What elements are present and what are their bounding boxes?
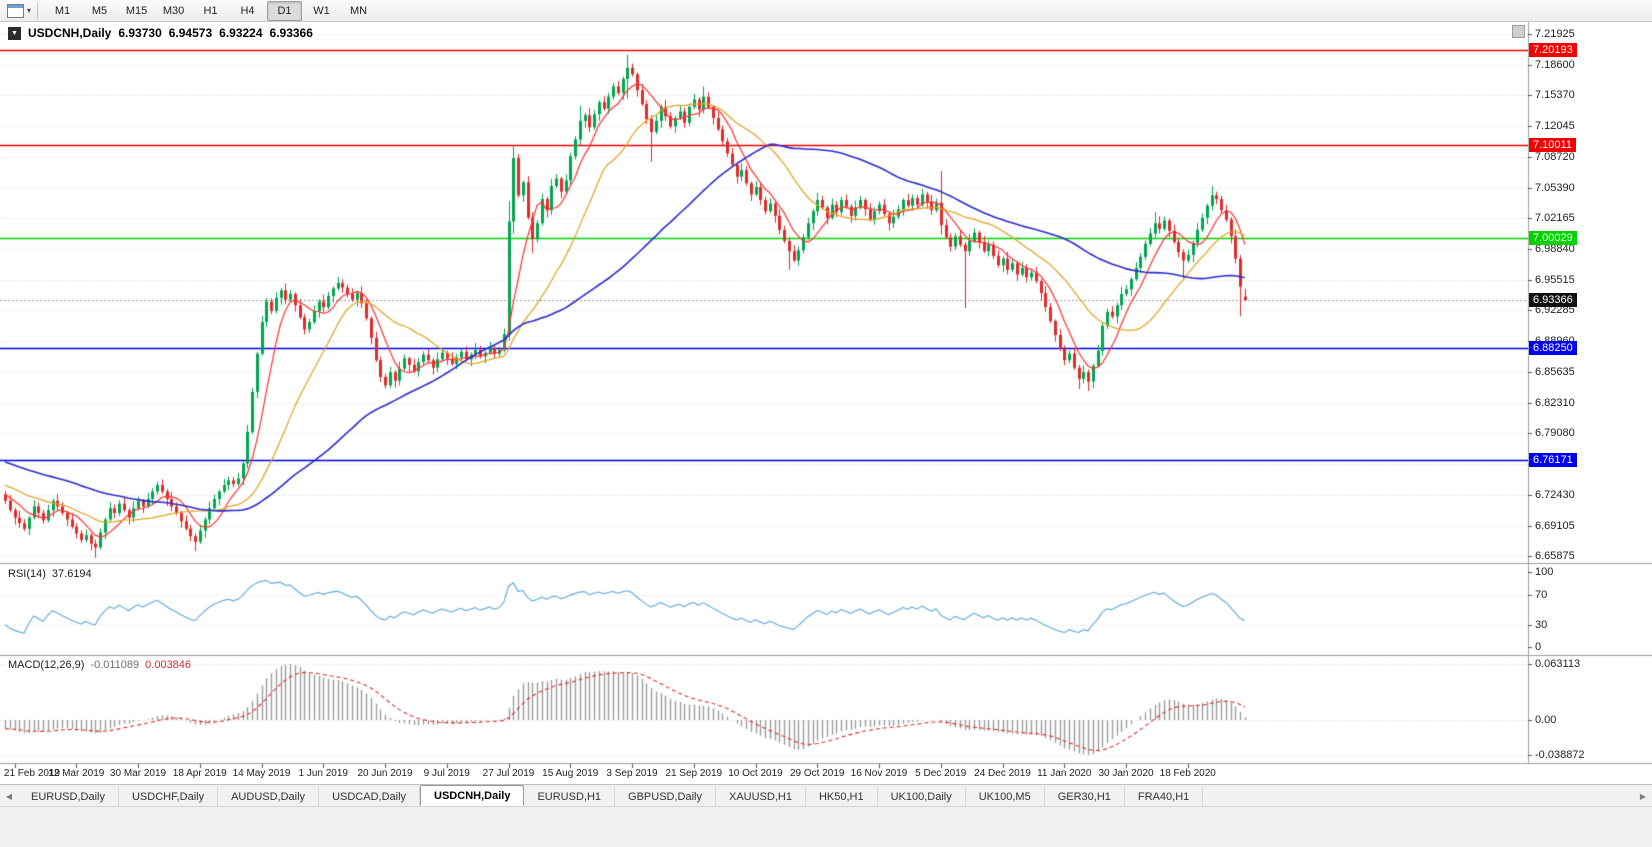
chart-title-overlay: ▼ USDCNH,Daily 6.93730 6.94573 6.93224 6… bbox=[5, 26, 316, 40]
price-tick-label: 6.95515 bbox=[1535, 273, 1575, 286]
timeframe-button-M30[interactable]: M30 bbox=[162, 4, 185, 17]
symbol-tab-HK50-H1[interactable]: HK50,H1 bbox=[806, 787, 878, 806]
price-tick-label: 6.69105 bbox=[1535, 519, 1575, 532]
tabs-scroll-left-icon[interactable]: ◀ bbox=[5, 792, 13, 801]
timeframe-button-W1[interactable]: W1 bbox=[313, 4, 330, 17]
rsi-level-label: 30 bbox=[1535, 618, 1548, 631]
date-tick-label: 1 Jun 2019 bbox=[298, 768, 349, 779]
price-tick-label: 6.82310 bbox=[1535, 396, 1575, 409]
date-tick-label: 30 Mar 2019 bbox=[109, 768, 167, 779]
hline-price-badge: 7.20193 bbox=[1529, 43, 1577, 58]
date-tick-label: 10 Oct 2019 bbox=[728, 768, 783, 779]
macd-level-label: 0.063113 bbox=[1535, 658, 1581, 670]
price-tick-label: 7.15370 bbox=[1535, 89, 1575, 102]
rsi-value: 37.6194 bbox=[51, 568, 92, 580]
date-tick-label: 20 Jun 2019 bbox=[357, 768, 413, 779]
price-tick-label: 7.05390 bbox=[1535, 181, 1575, 194]
ohlc-low: 6.93224 bbox=[219, 26, 263, 40]
date-tick-label: 18 Apr 2019 bbox=[172, 768, 227, 779]
arrange-windows-icon[interactable] bbox=[7, 3, 24, 18]
symbol-tab-bar: ◀ EURUSD,Daily USDCHF,Daily AUDUSD,Daily US… bbox=[0, 784, 1652, 806]
symbol-tab-EURUSD-Daily[interactable]: EURUSD,Daily bbox=[18, 787, 119, 806]
timeframe-buttons-group: M1 M5 M15 M30 H1 H4 D1 W1 MN bbox=[44, 0, 377, 21]
symbol-tab-USDCAD-Daily[interactable]: USDCAD,Daily bbox=[319, 787, 421, 806]
macd-level-label: 0.00 bbox=[1535, 714, 1557, 727]
collapse-indicator-icon[interactable]: ▼ bbox=[8, 26, 21, 40]
date-tick-label: 11 Jan 2020 bbox=[1037, 768, 1092, 779]
timeframe-button-MN[interactable]: MN bbox=[349, 4, 368, 17]
hline-price-badge: 7.00029 bbox=[1529, 230, 1577, 245]
symbol-title: USDCNH,Daily bbox=[28, 26, 112, 40]
price-tick-label: 6.85635 bbox=[1535, 365, 1575, 378]
price-tick-label: 6.98840 bbox=[1535, 242, 1575, 255]
timeframe-button-M1[interactable]: M1 bbox=[54, 4, 71, 17]
macd-name: MACD(12,26,9) bbox=[8, 659, 85, 671]
ohlc-close: 6.93366 bbox=[269, 26, 313, 40]
price-tick-label: 6.92285 bbox=[1535, 304, 1575, 317]
symbol-tab-USDCHF-Daily[interactable]: USDCHF,Daily bbox=[119, 787, 219, 806]
current-price-badge: 6.93366 bbox=[1529, 292, 1577, 307]
timeframe-button-M5[interactable]: M5 bbox=[91, 4, 108, 17]
date-tick-label: 29 Oct 2019 bbox=[790, 768, 845, 779]
status-bar bbox=[0, 806, 1652, 847]
date-tick-label: 21 Sep 2019 bbox=[665, 768, 723, 779]
date-tick-label: 9 Jul 2019 bbox=[423, 768, 470, 779]
timeframe-button-H4[interactable]: H4 bbox=[240, 4, 255, 17]
timeframe-button-D1[interactable]: D1 bbox=[267, 0, 303, 21]
symbol-tab-UK100-Daily[interactable]: UK100,Daily bbox=[878, 787, 966, 806]
hline-price-badge: 6.76171 bbox=[1529, 453, 1577, 468]
macd-level-label: -0.038872 bbox=[1535, 749, 1585, 761]
date-tick-label: 3 Sep 2019 bbox=[606, 768, 658, 779]
timeframe-button-M15[interactable]: M15 bbox=[125, 4, 148, 17]
chevron-down-icon[interactable]: ▾ bbox=[27, 6, 32, 15]
ohlc-high: 6.94573 bbox=[168, 26, 213, 40]
timeframes-toolbar: ▾ M1 M5 M15 M30 H1 H4 D1 W1 MN bbox=[0, 0, 1652, 22]
rsi-level-label: 100 bbox=[1535, 566, 1554, 578]
price-tick-label: 7.08720 bbox=[1535, 150, 1575, 163]
price-tick-label: 7.12045 bbox=[1535, 120, 1575, 132]
toolbar-separator bbox=[37, 2, 39, 19]
symbol-tab-GBPUSD-Daily[interactable]: GBPUSD,Daily bbox=[615, 787, 716, 806]
rsi-pane-label: RSI(14) 37.6194 bbox=[6, 568, 94, 580]
symbol-tab-GER30-H1[interactable]: GER30,H1 bbox=[1045, 787, 1125, 806]
date-tick-label: 16 Nov 2019 bbox=[850, 768, 908, 779]
symbol-tab-FRA40-H1[interactable]: FRA40,H1 bbox=[1125, 787, 1204, 806]
price-tick-label: 6.65875 bbox=[1535, 550, 1575, 562]
date-tick-label: 27 Jul 2019 bbox=[482, 768, 535, 779]
macd-main-value: -0.011089 bbox=[90, 659, 140, 671]
date-tick-label: 24 Dec 2019 bbox=[974, 768, 1031, 779]
hline-price-badge: 7.10011 bbox=[1529, 137, 1576, 152]
ohlc-open: 6.93730 bbox=[118, 26, 162, 40]
tabs-scroll-right-icon[interactable]: ▶ bbox=[1639, 792, 1647, 801]
chart-scroll-button[interactable] bbox=[1512, 25, 1525, 38]
date-tick-label: 18 Feb 2020 bbox=[1159, 768, 1216, 779]
symbol-tab-XAUUSD-H1[interactable]: XAUUSD,H1 bbox=[716, 787, 806, 806]
price-tick-label: 7.18600 bbox=[1535, 58, 1575, 71]
price-tick-label: 6.72430 bbox=[1535, 488, 1575, 501]
date-tick-label: 5 Dec 2019 bbox=[915, 768, 967, 779]
price-tick-label: 6.79080 bbox=[1535, 427, 1575, 440]
date-tick-label: 30 Jan 2020 bbox=[1098, 768, 1154, 779]
rsi-level-label: 0 bbox=[1535, 641, 1542, 653]
macd-signal-value: 0.003846 bbox=[145, 659, 192, 671]
symbol-tab-UK100-M5[interactable]: UK100,M5 bbox=[966, 787, 1045, 806]
price-tick-label: 7.02165 bbox=[1535, 212, 1575, 225]
date-tick-label: 12 Mar 2019 bbox=[48, 768, 105, 779]
symbol-tab-USDCNH-Daily[interactable]: USDCNH,Daily bbox=[420, 785, 525, 806]
timeframe-button-H1[interactable]: H1 bbox=[203, 4, 218, 17]
date-tick-label: 21 Feb 2019 bbox=[3, 768, 61, 779]
rsi-level-label: 70 bbox=[1535, 588, 1548, 601]
date-tick-label: 15 Aug 2019 bbox=[542, 768, 599, 779]
macd-pane-label: MACD(12,26,9) -0.011089 0.003846 bbox=[6, 659, 194, 671]
date-tick-label: 14 May 2019 bbox=[232, 768, 291, 779]
rsi-name: RSI(14) bbox=[8, 568, 46, 580]
symbol-tab-AUDUSD-Daily[interactable]: AUDUSD,Daily bbox=[218, 787, 320, 806]
tabs-host: EURUSD,Daily USDCHF,Daily AUDUSD,Daily USDC… bbox=[18, 785, 1204, 806]
symbol-tab-EURUSD-H1[interactable]: EURUSD,H1 bbox=[524, 787, 616, 806]
price-tick-label: 7.21925 bbox=[1535, 28, 1575, 40]
hline-price-badge: 6.88250 bbox=[1529, 340, 1577, 355]
